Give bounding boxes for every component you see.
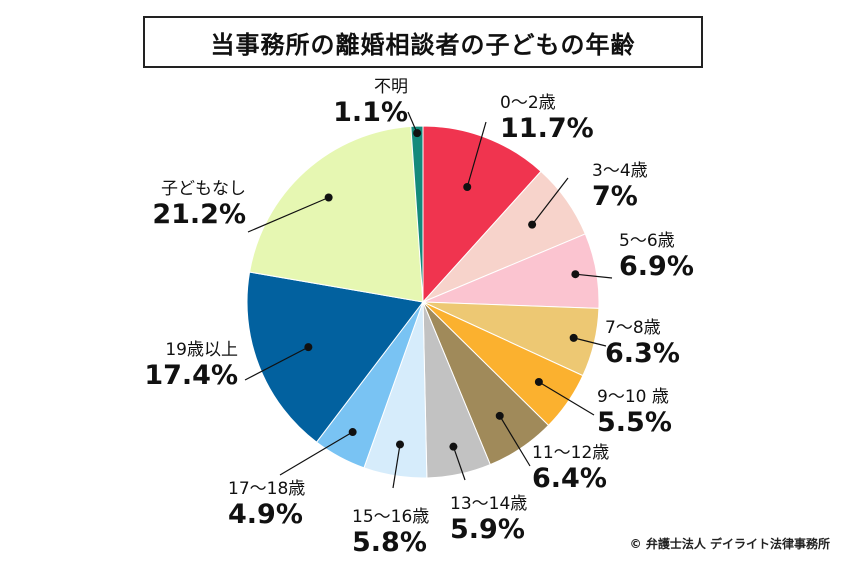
leader-line-2 [531, 177, 569, 226]
slice-value-label: 6.3% [605, 338, 680, 369]
copyright-notice: © 弁護士法人 デイライト法律事務所 [629, 537, 830, 551]
leader-line-6 [499, 415, 531, 467]
slice-value-label: 21.2% [152, 199, 246, 230]
leader-line-7 [452, 446, 466, 481]
leader-line-12 [407, 111, 418, 134]
slice-category-label: 7〜8歳 [605, 318, 661, 338]
slice-category-label: 9〜10 歳 [597, 387, 669, 407]
slice-value-label: 7% [592, 181, 638, 212]
pie-slice-10 [246, 271, 424, 443]
slice-category-label: 5〜6歳 [619, 231, 675, 251]
chart-title: 当事務所の離婚相談者の子どもの年齢 [143, 16, 703, 68]
slice-category-label: 3〜4歳 [592, 161, 648, 181]
slice-category-label: 13〜14歳 [450, 494, 527, 514]
pie-slice-12 [410, 125, 424, 303]
slice-category-label: 子どもなし [161, 179, 246, 199]
slice-category-label: 17〜18歳 [228, 479, 305, 499]
leader-line-8 [392, 444, 401, 489]
slice-value-label: 6.9% [619, 251, 694, 282]
slice-value-label: 6.4% [532, 463, 607, 494]
slice-value-label: 11.7% [500, 113, 594, 144]
slice-value-label: 5.8% [352, 527, 427, 558]
slice-category-label: 11〜12歳 [532, 443, 609, 463]
pie-slices [246, 125, 600, 479]
pie-slice-1 [422, 125, 542, 304]
slice-category-label: 19歳以上 [165, 340, 238, 360]
leader-line-9 [279, 431, 353, 476]
leader-line-4 [573, 337, 607, 347]
leader-line-11 [247, 196, 329, 233]
slice-category-label: 15〜16歳 [352, 507, 429, 527]
leader-line-5 [538, 381, 595, 416]
leader-line-3 [575, 273, 613, 279]
slice-value-label: 1.1% [333, 97, 408, 128]
slice-value-label: 17.4% [144, 360, 238, 391]
slice-value-label: 5.5% [597, 407, 672, 438]
leader-lines [244, 111, 613, 489]
leader-line-10 [244, 346, 309, 381]
slice-category-label: 不明 [374, 77, 408, 97]
leader-line-1 [466, 121, 487, 188]
pie-slice-11 [248, 125, 424, 303]
slice-value-label: 4.9% [228, 499, 303, 530]
slice-value-label: 5.9% [450, 514, 525, 545]
slice-category-label: 0〜2歳 [500, 93, 556, 113]
